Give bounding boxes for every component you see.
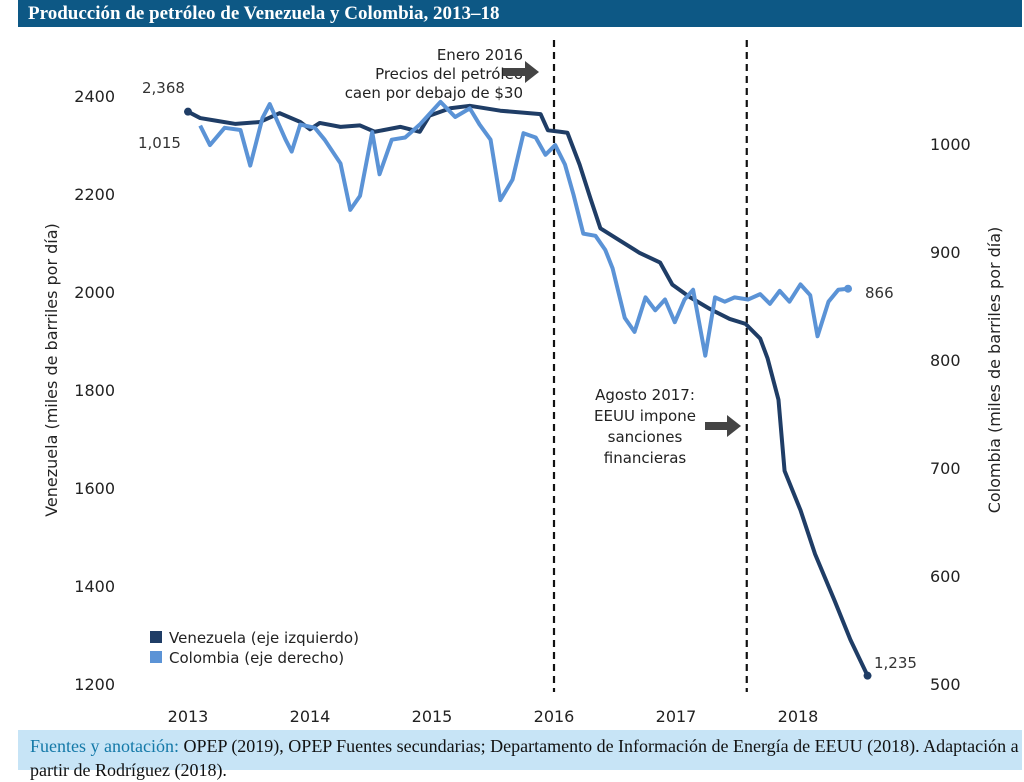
x-tick-label: 2017 xyxy=(656,707,697,726)
y-left-tick-label: 2200 xyxy=(74,185,115,204)
data-label-venezuela-start: 2,368 xyxy=(142,79,185,97)
x-tick-label: 2015 xyxy=(412,707,453,726)
annotation-agosto-2017: sanciones xyxy=(608,428,683,446)
arrow-right-icon xyxy=(705,415,741,437)
y-left-tick-label: 2400 xyxy=(74,87,115,106)
y-right-axis-title: Colombia (miles de barriles por día) xyxy=(985,227,1004,514)
sources-text: OPEP (2019), OPEP Fuentes secundarias; D… xyxy=(30,736,1019,780)
annotation-agosto-2017: Agosto 2017: xyxy=(595,386,695,404)
y-right-tick-label: 1000 xyxy=(930,135,971,154)
annotation-agosto-2017: EEUU impone xyxy=(594,407,696,425)
y-left-tick-label: 2000 xyxy=(74,283,115,302)
legend-label: Colombia (eje derecho) xyxy=(169,649,344,667)
y-left-tick-label: 1600 xyxy=(74,479,115,498)
sources-footer: Fuentes y anotación: OPEP (2019), OPEP F… xyxy=(18,730,1022,780)
series-line-venezuela xyxy=(187,103,870,677)
y-left-axis-title: Venezuela (miles de barriles por día) xyxy=(42,223,61,517)
venezuela-end-point xyxy=(863,671,872,680)
legend-swatch xyxy=(150,631,162,643)
y-left-tick-label: 1400 xyxy=(74,577,115,596)
x-tick-label: 2018 xyxy=(778,707,819,726)
legend-label: Venezuela (eje izquierdo) xyxy=(169,629,359,647)
y-right-tick-label: 800 xyxy=(930,351,961,370)
chart-title: Producción de petróleo de Venezuela y Co… xyxy=(18,0,1022,27)
series-line-colombia xyxy=(198,99,849,358)
data-label-colombia-start: 1,015 xyxy=(138,134,181,152)
y-left-tick-label: 1200 xyxy=(74,675,115,694)
arrow-right-icon xyxy=(503,61,539,83)
annotation-enero-2016: caen por debajo de $30 xyxy=(345,84,523,102)
y-right-tick-label: 700 xyxy=(930,459,961,478)
x-tick-label: 2013 xyxy=(168,707,209,726)
chart: 2013 2014 2015 2016 2017 2018 2400 2200 2000 1800… xyxy=(42,40,1004,726)
data-label-colombia-end: 866 xyxy=(865,284,894,302)
venezuela-start-point xyxy=(184,107,192,116)
annotation-enero-2016: Precios del petróleo xyxy=(375,65,523,83)
annotation-enero-2016: Enero 2016 xyxy=(437,46,523,64)
sources-label: Fuentes y anotación: xyxy=(30,736,179,756)
y-right-tick-label: 500 xyxy=(930,675,961,694)
y-left-tick-label: 1800 xyxy=(74,381,115,400)
y-right-tick-label: 600 xyxy=(930,567,961,586)
x-tick-label: 2014 xyxy=(290,707,331,726)
data-label-venezuela-end: 1,235 xyxy=(874,654,917,672)
legend-swatch xyxy=(150,651,162,663)
colombia-end-point xyxy=(844,284,853,293)
annotation-agosto-2017: financieras xyxy=(604,449,687,467)
x-tick-label: 2016 xyxy=(534,707,575,726)
y-right-tick-label: 900 xyxy=(930,243,961,262)
